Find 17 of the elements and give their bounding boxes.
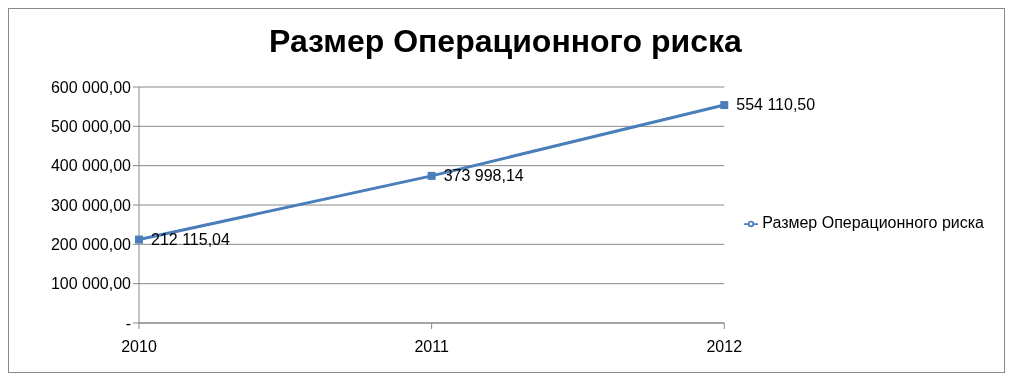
y-tick-label: 100 000,00 [50,275,132,293]
point [427,171,436,180]
point [720,101,729,110]
data-label: 212 115,04 [151,230,230,248]
y-tick-label: 400 000,00 [50,157,132,175]
data-label: 554 110,50 [736,96,816,114]
y-tick-label: 500 000,00 [50,118,132,136]
x-tick-label: 2010 [121,338,157,356]
data-label: 373 998,14 [443,166,524,184]
y-tick-label: 200 000,00 [50,236,132,254]
y-tick-label: 600 000,00 [50,78,132,96]
y-tick-label: 300 000,00 [50,196,132,214]
chart-title: Размер Операционного риска [268,22,743,61]
x-tick-label: 2012 [706,338,743,356]
y-tick-label: - [125,314,131,332]
x-tick-label: 2011 [414,338,449,356]
legend-label: Размер Операционного риска [762,214,984,231]
